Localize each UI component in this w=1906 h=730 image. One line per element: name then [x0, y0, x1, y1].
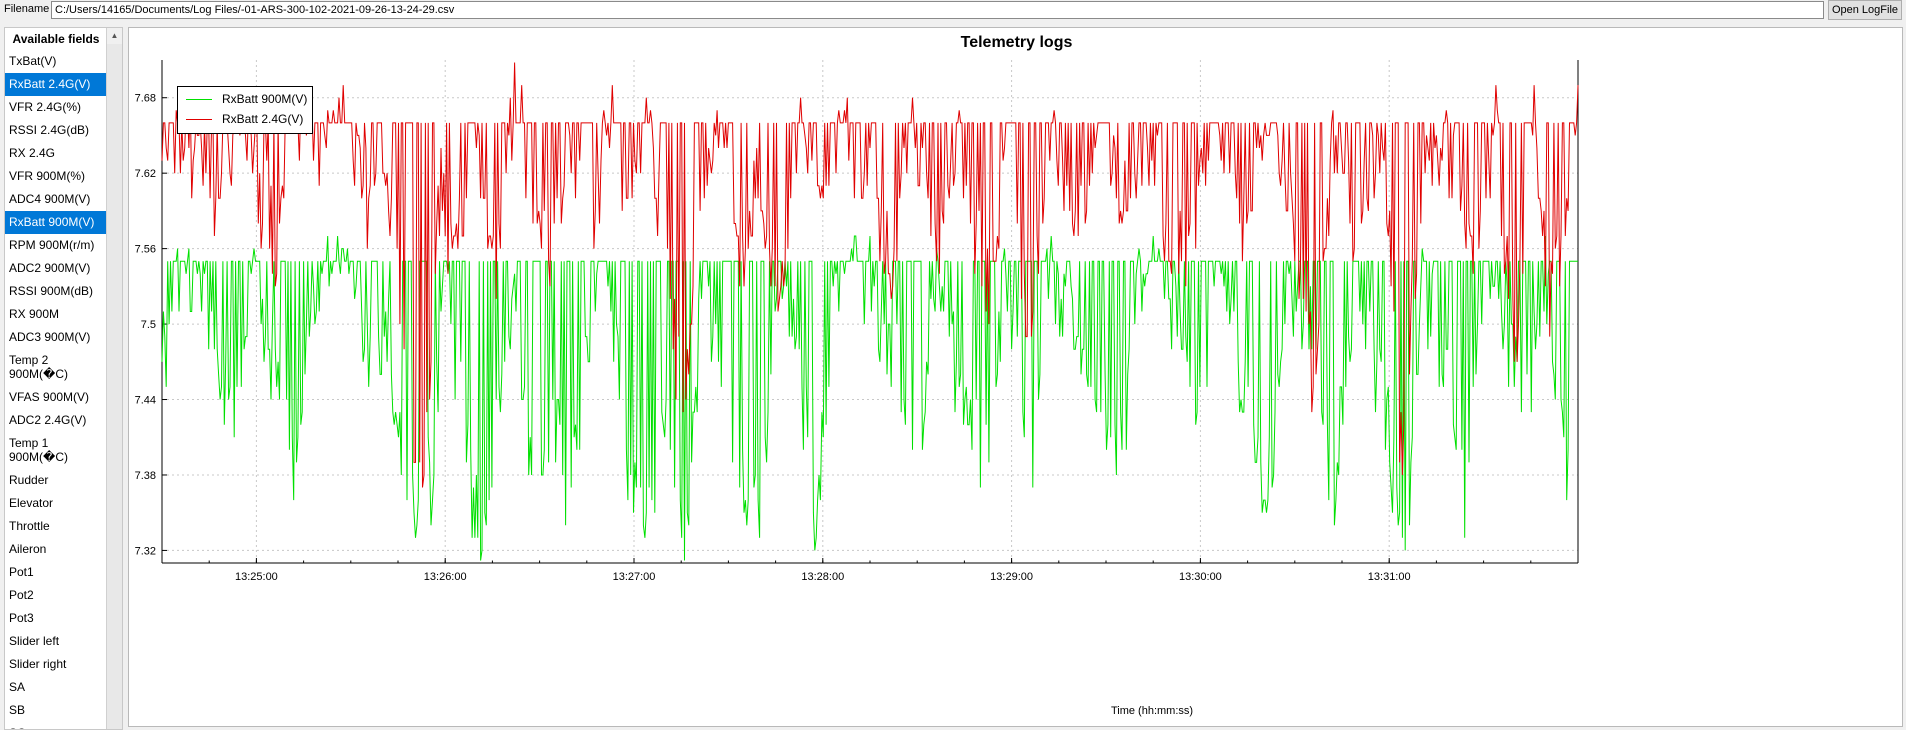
y-tick-label: 7.32: [135, 545, 156, 557]
filename-field[interactable]: C:/Users/14165/Documents/Log Files/-01-A…: [51, 1, 1824, 19]
field-item[interactable]: RSSI 2.4G(dB): [9, 123, 90, 137]
field-item[interactable]: RPM 900M(r/m): [9, 238, 95, 252]
field-item[interactable]: SA: [9, 680, 26, 694]
field-item[interactable]: Pot1: [9, 565, 34, 579]
field-item[interactable]: VFAS 900M(V): [9, 390, 90, 404]
field-item[interactable]: Pot2: [9, 588, 34, 602]
field-item[interactable]: Pot3: [9, 611, 34, 625]
filename-bar: Filename C:/Users/14165/Documents/Log Fi…: [0, 0, 1906, 20]
legend-label: RxBatt 900M(V): [222, 92, 308, 106]
field-item[interactable]: RxBatt 900M(V): [5, 211, 107, 234]
x-tick-label: 13:25:00: [235, 571, 278, 583]
field-item[interactable]: Temp 1 900M(�C): [9, 436, 68, 464]
series-line-1: [161, 62, 1579, 488]
field-item[interactable]: SC: [5, 722, 107, 729]
field-item[interactable]: Elevator: [9, 496, 54, 510]
x-tick-label: 13:30:00: [1179, 571, 1222, 583]
field-item[interactable]: RxBatt 2.4G(V): [5, 73, 107, 96]
field-item[interactable]: RX 900M: [9, 307, 60, 321]
field-item[interactable]: Rudder: [9, 473, 49, 487]
x-axis-title: Time (hh:mm:ss): [1110, 705, 1194, 717]
x-tick-label: 13:28:00: [801, 571, 844, 583]
field-item[interactable]: ADC4 900M(V): [9, 192, 91, 206]
available-fields-header: Available fields: [12, 32, 100, 46]
legend-label: RxBatt 2.4G(V): [222, 112, 304, 126]
field-item[interactable]: ADC3 900M(V): [9, 330, 91, 344]
field-items: TxBat(V) RxBatt 2.4G(V) VFR 2.4G(%) RSSI 2.…: [5, 50, 107, 729]
open-logfile-button[interactable]: Open LogFile: [1828, 0, 1902, 20]
field-item[interactable]: Slider right: [9, 657, 67, 671]
telemetry-chart-panel: 7.32 7.38 7.44 7.5 7.56 7.62 7.68 13:25:00 13:26…: [128, 27, 1903, 727]
y-tick-label: 7.68: [135, 93, 156, 105]
y-tick-label: 7.56: [135, 244, 156, 256]
available-fields-list[interactable]: Available fields TxBat(V) RxBatt 2.4G(V) V…: [4, 27, 123, 730]
field-item[interactable]: Aileron: [9, 542, 47, 556]
field-item[interactable]: RSSI 900M(dB): [9, 284, 94, 298]
field-item[interactable]: VFR 900M(%): [9, 169, 86, 183]
field-item[interactable]: ADC2 2.4G(V): [9, 413, 87, 427]
field-item[interactable]: Slider left: [9, 634, 60, 648]
series-line-0: [161, 235, 1578, 561]
field-item[interactable]: ADC2 900M(V): [9, 261, 91, 275]
chart-legend: RxBatt 900M(V) RxBatt 2.4G(V): [177, 86, 313, 134]
field-item[interactable]: VFR 2.4G(%): [9, 100, 82, 114]
scroll-up-icon[interactable]: ▲: [107, 28, 122, 44]
field-item[interactable]: TxBat(V): [9, 54, 57, 68]
legend-swatch: [186, 119, 212, 120]
x-tick-label: 13:29:00: [990, 571, 1033, 583]
y-tick-label: 7.62: [135, 168, 156, 180]
field-item[interactable]: Throttle: [9, 519, 50, 533]
telemetry-chart: 7.32 7.38 7.44 7.5 7.56 7.62 7.68 13:25:00 13:26…: [135, 60, 1579, 583]
legend-swatch: [186, 99, 212, 100]
chart-group: 7.32 7.38 7.44 7.5 7.56 7.62 7.68 13:25:00 13:26…: [135, 60, 1579, 583]
filename-label: Filename: [4, 3, 50, 15]
y-tick-label: 7.44: [135, 395, 156, 407]
x-tick-label: 13:26:00: [424, 571, 467, 583]
field-item[interactable]: Temp 2 900M(�C): [9, 353, 68, 381]
x-tick-label: 13:27:00: [613, 571, 656, 583]
fields-scrollbar[interactable]: ▲: [106, 28, 122, 729]
y-tick-label: 7.38: [135, 470, 156, 482]
field-item[interactable]: RX 2.4G: [9, 146, 56, 160]
x-tick-label: 13:31:00: [1368, 571, 1411, 583]
chart-title: Telemetry logs: [960, 34, 1073, 51]
y-tick-label: 7.5: [141, 319, 156, 331]
field-item[interactable]: SB: [9, 703, 26, 717]
